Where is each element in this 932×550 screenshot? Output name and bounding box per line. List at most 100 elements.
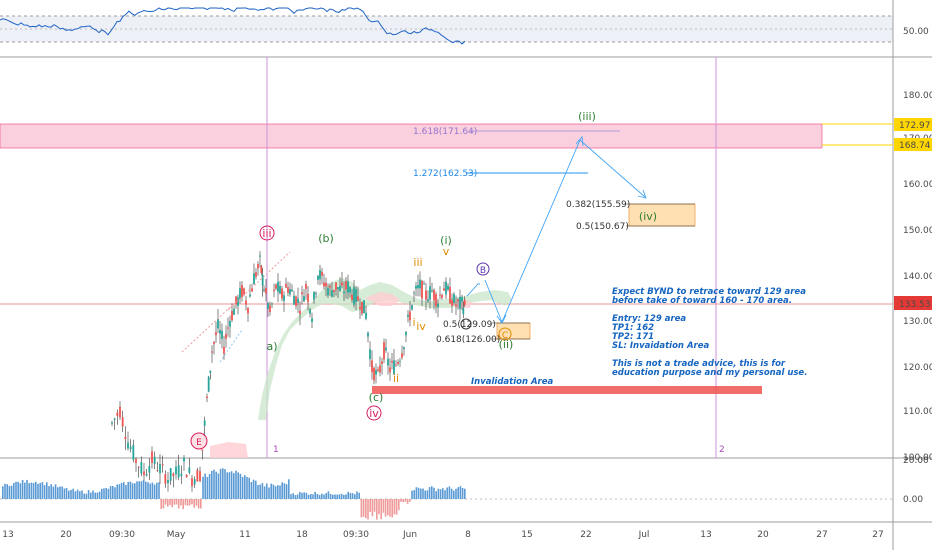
wave-label-iii-minor: iii xyxy=(413,256,422,269)
osc-bar xyxy=(400,499,402,502)
candle-body xyxy=(275,284,277,289)
candle-body xyxy=(137,467,140,468)
candle-body xyxy=(429,286,431,300)
price-tick-120: 120.00 xyxy=(903,363,932,373)
osc-bar xyxy=(250,482,253,499)
time-tick-0930-a: 09:30 xyxy=(109,530,135,540)
osc-bar xyxy=(217,473,220,499)
candle-body xyxy=(375,369,377,375)
candle-body xyxy=(196,469,199,482)
wave-label-ii-green: (ii) xyxy=(499,338,514,351)
candle-body xyxy=(209,370,212,373)
osc-bar xyxy=(54,484,57,499)
osc-tick-0: 0.00 xyxy=(903,495,923,505)
arrow-head-entry xyxy=(496,314,507,324)
candle-body xyxy=(251,288,253,292)
candle-body xyxy=(183,457,185,462)
oscillator-pane xyxy=(0,468,893,520)
note-line-9: This is not a trade advice, this is for xyxy=(612,359,786,369)
note-line-5: TP1: 162 xyxy=(612,323,654,333)
candle-body xyxy=(415,285,417,289)
candle-body xyxy=(303,296,305,302)
fib-levels: 1.618(171.64) 1.272(162.53) 0.382(155.59… xyxy=(413,127,696,345)
osc-bar xyxy=(327,491,330,499)
osc-bar xyxy=(180,499,182,506)
osc-bar xyxy=(281,482,283,499)
candle-body xyxy=(273,289,275,292)
candle-body xyxy=(267,303,269,309)
candle-body xyxy=(281,288,283,299)
osc-bar xyxy=(35,481,37,499)
candle-body xyxy=(327,288,329,296)
candle-body xyxy=(143,471,145,476)
osc-bar xyxy=(237,472,239,499)
candle-body xyxy=(277,281,279,292)
candle-body xyxy=(111,422,113,424)
wave-label-a: a) xyxy=(266,340,277,353)
osc-bar xyxy=(120,482,123,499)
candle-body xyxy=(140,461,143,474)
osc-bar xyxy=(358,492,360,499)
osc-bar xyxy=(226,472,228,499)
candle-body xyxy=(379,365,381,373)
osc-bar xyxy=(391,499,393,518)
osc-bar xyxy=(61,486,63,499)
candle-body xyxy=(347,281,349,293)
osc-bar xyxy=(105,488,107,499)
candle-body xyxy=(295,296,297,306)
candle-body xyxy=(213,342,215,345)
arrow-head-up xyxy=(575,135,584,147)
osc-bar xyxy=(241,476,244,499)
wave-label-b: (b) xyxy=(318,232,334,245)
osc-bar xyxy=(63,488,66,499)
candle-body xyxy=(413,292,415,294)
osc-bar xyxy=(32,482,35,499)
candle-body xyxy=(145,473,148,476)
osc-bar xyxy=(145,481,147,499)
osc-bar xyxy=(2,486,4,499)
osc-bar xyxy=(365,499,367,519)
candle-body xyxy=(279,285,281,294)
osc-bar xyxy=(131,483,134,499)
wave-circle-e xyxy=(190,432,208,450)
osc-bar xyxy=(118,484,121,499)
osc-bar xyxy=(259,484,261,499)
candle-body xyxy=(207,376,210,392)
candle-body xyxy=(129,446,132,450)
osc-bar xyxy=(382,499,385,513)
time-tick-15: 15 xyxy=(521,530,532,540)
osc-bar xyxy=(15,481,17,499)
wave-label-i-green: (i) xyxy=(440,234,452,247)
candle-body xyxy=(229,320,231,327)
wave-label-B: B xyxy=(480,266,486,276)
osc-bar xyxy=(464,488,466,499)
candle-body xyxy=(287,287,289,293)
osc-bar xyxy=(292,493,294,499)
candle-body xyxy=(455,304,457,307)
osc-bar xyxy=(219,468,222,499)
candle-body xyxy=(193,479,196,485)
candle-body xyxy=(119,406,121,418)
osc-bar xyxy=(189,499,191,506)
candle-body xyxy=(423,283,425,285)
osc-bar xyxy=(283,483,286,499)
candle-body xyxy=(381,361,383,365)
osc-bar xyxy=(68,490,70,499)
candle-body xyxy=(421,280,423,299)
wave-label-iii-major: iii xyxy=(262,227,271,240)
candle-body xyxy=(355,288,357,302)
osc-bar xyxy=(310,494,312,499)
osc-bar xyxy=(448,486,451,499)
candle-body xyxy=(373,367,375,381)
osc-bar xyxy=(450,488,453,499)
price-axis: 180.00 170.00 160.00 150.00 140.00 130.0… xyxy=(894,27,932,505)
osc-bar xyxy=(30,482,33,499)
candle-body xyxy=(407,314,409,317)
candle-body xyxy=(148,465,151,473)
osc-bar xyxy=(17,481,19,499)
price-tick-110: 110.00 xyxy=(903,407,932,417)
candle-body xyxy=(462,308,465,315)
candle-body xyxy=(463,299,466,306)
candle-body xyxy=(259,255,261,257)
projection-path-2 xyxy=(484,139,646,324)
